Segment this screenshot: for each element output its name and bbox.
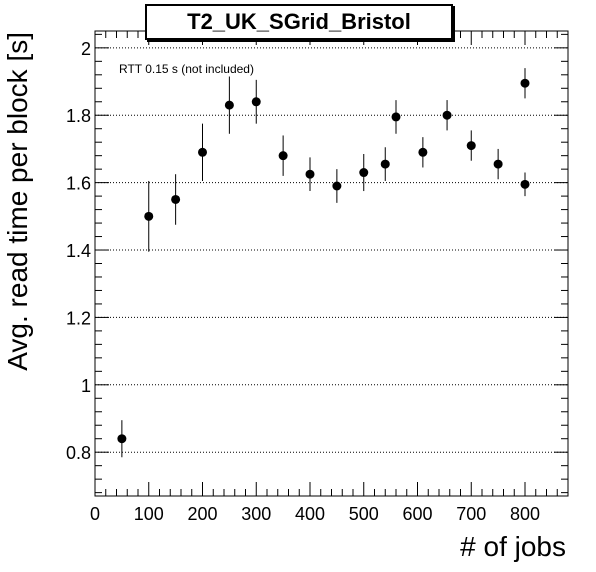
y-tick-label: 1 [81, 376, 91, 396]
axis-ticks [94, 31, 569, 496]
data-point [332, 181, 342, 191]
rtt-annotation: RTT 0.15 s (not included) [119, 62, 254, 76]
x-tick-label: 400 [295, 504, 325, 524]
y-tick-label: 1.2 [66, 308, 91, 328]
data-point [171, 194, 181, 204]
grid-lines [95, 47, 568, 453]
data-point [144, 211, 154, 221]
data-point [117, 434, 127, 444]
x-axis-label: # of jobs [460, 531, 566, 562]
y-tick-label: 1.4 [66, 241, 91, 261]
data-point [198, 147, 207, 157]
x-tick-label: 600 [402, 504, 432, 524]
x-tick-label: 300 [241, 504, 271, 524]
y-tick-label: 1.8 [66, 106, 91, 126]
data-point [391, 112, 401, 122]
data-point [305, 169, 315, 179]
data-point [224, 100, 234, 110]
x-tick-label: 100 [134, 504, 164, 524]
tick-labels: 0.8 1 1.2 1.4 1.6 1.8 2 0 100 200 300 400 500 600 700 8… [66, 39, 540, 524]
x-tick-label: 700 [456, 504, 486, 524]
y-tick-label: 1.6 [66, 174, 91, 194]
chart-title: T2_UK_SGrid_Bristol [145, 4, 453, 40]
y-tick-label: 2 [81, 39, 91, 59]
data-point [278, 151, 288, 161]
data-point [442, 110, 452, 120]
x-tick-label: 800 [510, 504, 540, 524]
data-point [418, 147, 428, 157]
y-tick-label: 0.8 [66, 443, 91, 463]
data-point [359, 168, 369, 178]
data-point [520, 179, 530, 189]
data-point [380, 159, 390, 169]
x-tick-label: 0 [90, 504, 100, 524]
data-point [251, 97, 261, 107]
data-point [493, 159, 503, 169]
data-point [520, 78, 530, 88]
data-points [117, 68, 530, 458]
y-axis-label: Avg. read time per block [s] [2, 32, 33, 371]
x-tick-label: 200 [187, 504, 217, 524]
x-tick-label: 500 [349, 504, 379, 524]
plot-frame [94, 30, 569, 497]
data-point [466, 141, 476, 151]
